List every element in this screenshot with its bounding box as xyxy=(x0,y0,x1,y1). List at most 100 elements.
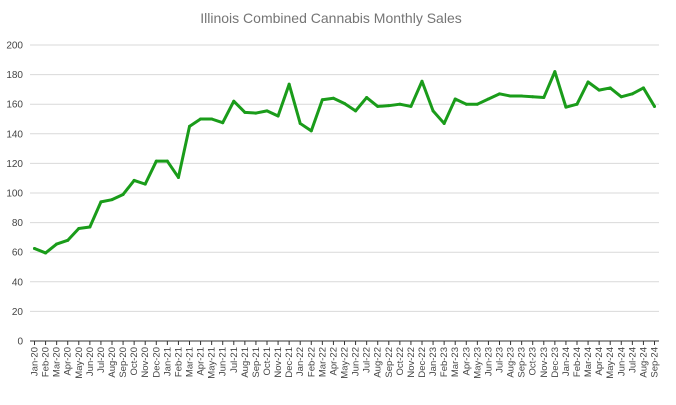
data-point xyxy=(199,117,203,121)
x-tick-label: Mar-23 xyxy=(450,347,461,377)
x-tick-label: Aug-24 xyxy=(638,347,649,378)
x-tick-label: Mar-22 xyxy=(317,347,328,377)
data-point xyxy=(486,97,490,101)
x-tick-label: Jul-22 xyxy=(362,347,373,373)
x-tick-label: Aug-23 xyxy=(506,347,517,378)
data-point xyxy=(586,80,590,84)
y-tick-label: 100 xyxy=(6,189,23,200)
x-tick-label: Jun-23 xyxy=(483,347,494,376)
x-tick-label: Oct-22 xyxy=(395,347,406,376)
data-point xyxy=(176,175,180,179)
data-point xyxy=(475,102,479,106)
x-tick-label: Dec-21 xyxy=(284,347,295,378)
data-point xyxy=(188,124,191,128)
x-tick-label: Jan-22 xyxy=(295,347,306,376)
x-tick-label: Apr-20 xyxy=(63,347,74,376)
data-point xyxy=(387,104,391,108)
data-point xyxy=(66,238,70,242)
data-point xyxy=(641,86,645,90)
data-point xyxy=(77,227,81,231)
x-tick-label: Jul-24 xyxy=(627,347,638,373)
x-tick-label: Nov-23 xyxy=(539,347,550,378)
data-point xyxy=(464,102,468,106)
x-tick-label: May-20 xyxy=(74,347,85,379)
data-point xyxy=(254,111,258,115)
x-tick-label: Apr-21 xyxy=(196,347,207,376)
data-point xyxy=(99,200,103,204)
y-axis: 0 20 40 60 80 100 120 140 160 180 200 xyxy=(6,41,23,348)
x-tick-label: Jul-21 xyxy=(229,347,240,373)
data-point xyxy=(575,102,579,106)
data-point xyxy=(509,94,513,98)
x-tick-label: Nov-22 xyxy=(406,347,417,378)
data-point xyxy=(309,129,313,133)
x-tick-label: Jan-21 xyxy=(162,347,173,376)
data-point xyxy=(265,109,269,113)
x-tick-label: Feb-21 xyxy=(173,347,184,377)
x-tick-label: Apr-24 xyxy=(594,347,605,376)
x-tick-label: Aug-20 xyxy=(107,347,118,378)
y-tick-label: 20 xyxy=(12,307,24,318)
y-tick-label: 140 xyxy=(6,129,23,140)
y-tick-label: 180 xyxy=(6,70,23,81)
x-tick-label: Oct-20 xyxy=(129,347,140,376)
data-point xyxy=(287,82,291,86)
data-point xyxy=(55,242,59,246)
x-tick-label: Aug-22 xyxy=(373,347,384,378)
data-point xyxy=(653,104,656,108)
x-tick-label: Dec-20 xyxy=(151,347,162,378)
x-tick-label: Mar-20 xyxy=(52,347,63,377)
data-point xyxy=(33,247,36,250)
x-tick-label: Jun-22 xyxy=(351,347,362,376)
x-tick-label: May-22 xyxy=(340,347,351,379)
x-tick-label: Jul-20 xyxy=(96,347,107,373)
x-tick-label: Jan-23 xyxy=(428,347,439,376)
y-tick-label: 0 xyxy=(17,337,23,348)
data-point xyxy=(354,109,358,113)
data-point xyxy=(343,101,346,105)
y-tick-label: 200 xyxy=(6,41,23,52)
data-point xyxy=(564,105,568,109)
x-tick-label: Feb-24 xyxy=(572,347,583,377)
data-point xyxy=(276,114,280,118)
x-tick-label: Mar-21 xyxy=(185,347,196,377)
data-point xyxy=(630,92,634,96)
data-point xyxy=(442,121,446,125)
data-point xyxy=(331,96,335,100)
x-tick-label: Sep-24 xyxy=(650,347,661,378)
data-point xyxy=(597,88,601,92)
data-point xyxy=(542,96,546,100)
data-point xyxy=(143,182,147,186)
data-point xyxy=(398,102,402,106)
x-tick-label: Mar-24 xyxy=(583,347,594,377)
data-point xyxy=(376,104,380,108)
x-tick-label: Feb-22 xyxy=(306,347,317,377)
x-tick-label: Jan-20 xyxy=(30,347,41,376)
data-point xyxy=(409,104,413,108)
data-point xyxy=(608,86,612,90)
x-tick-label: Oct-23 xyxy=(528,347,539,376)
data-point xyxy=(298,121,302,125)
x-tick-label: Dec-23 xyxy=(550,347,561,378)
data-point xyxy=(165,159,169,163)
x-tick-label: Jul-23 xyxy=(495,347,506,373)
x-tick-label: Sep-21 xyxy=(251,347,262,378)
x-tick-label: May-23 xyxy=(472,347,483,379)
data-point xyxy=(154,159,158,163)
y-tick-label: 80 xyxy=(12,218,24,229)
x-tick-label: Jun-24 xyxy=(616,347,627,376)
y-tick-label: 120 xyxy=(6,159,23,170)
data-point xyxy=(320,98,324,102)
data-point xyxy=(431,109,435,113)
data-point xyxy=(420,79,424,83)
x-tick-label: Sep-20 xyxy=(118,347,129,378)
data-point xyxy=(553,70,557,74)
chart-title: Illinois Combined Cannabis Monthly Sales xyxy=(200,10,461,26)
data-point xyxy=(520,94,524,98)
x-tick-label: May-21 xyxy=(207,347,218,379)
data-point xyxy=(453,97,457,101)
data-point xyxy=(121,192,125,196)
data-point xyxy=(132,178,136,182)
x-tick-label: Dec-22 xyxy=(417,347,428,378)
